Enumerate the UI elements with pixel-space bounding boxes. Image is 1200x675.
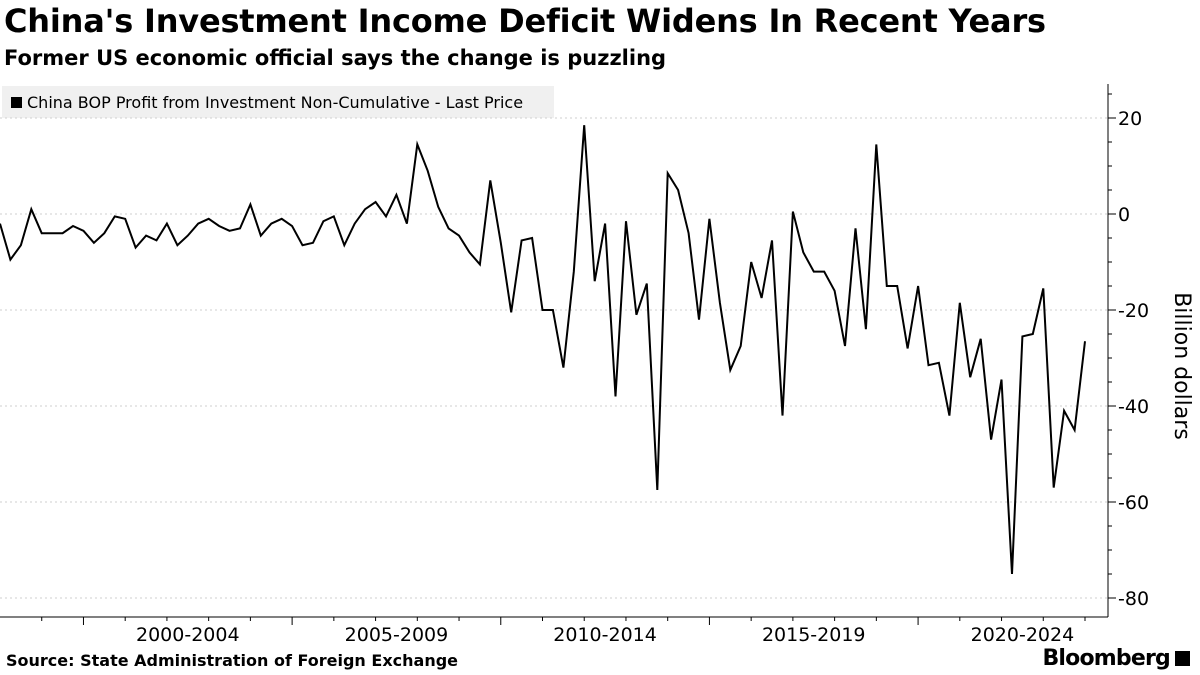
x-tick-label: 2010-2014 — [553, 624, 657, 646]
x-tick-label: 2005-2009 — [345, 624, 449, 646]
chart-legend: China BOP Profit from Investment Non-Cum… — [2, 86, 554, 118]
y-tick-label: -40 — [1118, 396, 1149, 418]
source-note: Source: State Administration of Foreign … — [6, 651, 459, 670]
y-tick-label: -80 — [1118, 588, 1149, 610]
y-axis-label: Billion dollars — [1169, 292, 1194, 440]
brand: Bloomberg — [1042, 646, 1190, 671]
chart-subtitle: Former US economic official says the cha… — [4, 46, 667, 70]
x-tick-label: 2000-2004 — [136, 624, 240, 646]
legend-label: China BOP Profit from Investment Non-Cum… — [27, 92, 524, 112]
bloomberg-logo: Bloomberg — [1042, 646, 1170, 671]
series-line — [0, 125, 1086, 575]
chart-title: China's Investment Income Deficit Widens… — [4, 2, 1046, 40]
x-tick-label: 2020-2024 — [971, 624, 1075, 646]
y-tick-label: 0 — [1118, 204, 1130, 226]
y-tick-label: 20 — [1118, 108, 1142, 130]
y-tick-label: -60 — [1118, 492, 1149, 514]
y-tick-label: -20 — [1118, 300, 1149, 322]
x-tick-label: 2015-2019 — [762, 624, 866, 646]
bloomberg-mark-icon — [1175, 651, 1190, 666]
legend-swatch-icon — [11, 96, 22, 108]
